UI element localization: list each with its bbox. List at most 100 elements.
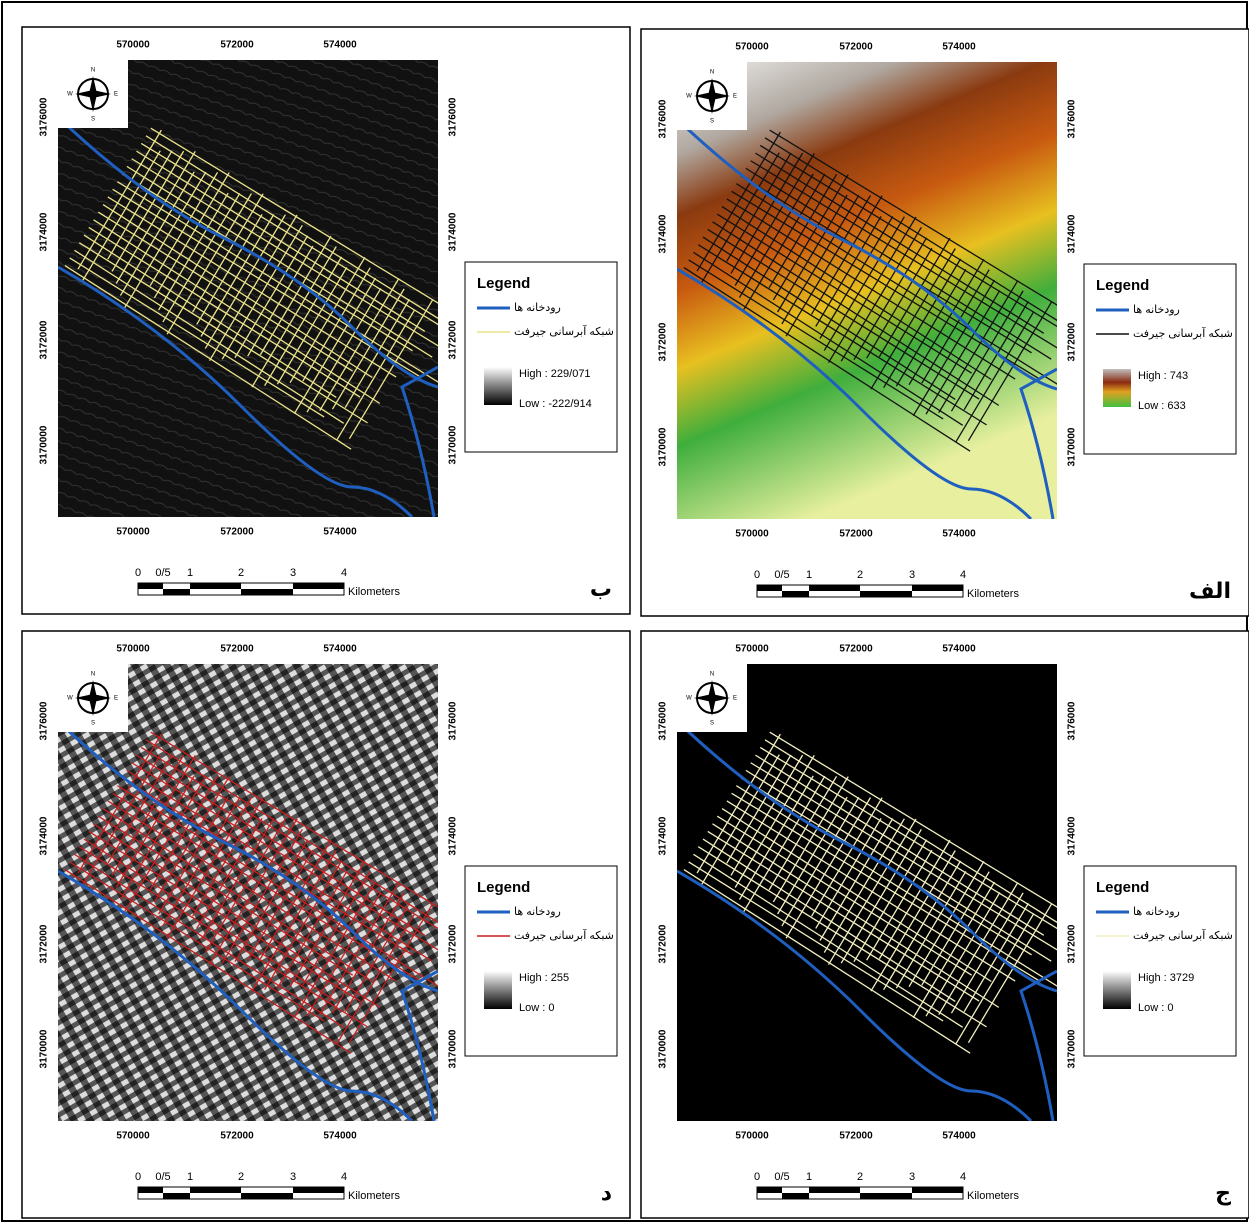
scale-segment xyxy=(293,583,344,589)
map-panel: NESW570000570000572000572000574000574000… xyxy=(22,27,630,614)
x-coord: 570000 xyxy=(116,527,150,538)
legend-high: High : 743 xyxy=(1138,370,1188,382)
x-coord: 574000 xyxy=(942,42,976,53)
scale-segment xyxy=(293,1187,344,1193)
scale-label: 0/5 xyxy=(155,567,170,579)
panel-label: الف xyxy=(1189,578,1231,603)
compass-letter: W xyxy=(67,696,73,702)
y-coord: 3174000 xyxy=(1067,816,1078,855)
figure: N E S W 570000 570000 572000 572000 574000 574000… xyxy=(0,0,1249,1223)
x-coord: 572000 xyxy=(220,1131,254,1142)
y-coord: 3176000 xyxy=(658,99,669,138)
legend-title: Legend xyxy=(477,879,530,896)
scale-label: 4 xyxy=(341,567,347,579)
legend-river-label: رودخانه ها xyxy=(514,906,561,918)
map-raster xyxy=(677,664,1057,1121)
x-coord: 570000 xyxy=(116,644,150,655)
y-coord: 3174000 xyxy=(39,816,50,855)
y-coord: 3176000 xyxy=(1067,99,1078,138)
scale-label: 4 xyxy=(960,569,966,581)
scale-label: 2 xyxy=(857,569,863,581)
legend-low: Low : -222/914 xyxy=(519,398,592,410)
compass-letter: S xyxy=(91,721,95,727)
scale-unit: Kilometers xyxy=(348,586,400,598)
y-coord: 3172000 xyxy=(1067,924,1078,963)
y-coord: 3170000 xyxy=(448,425,459,464)
legend-network-label: شبکه آبرسانی جیرفت xyxy=(514,928,614,942)
compass-letter: N xyxy=(710,70,714,76)
panel-label: ب xyxy=(590,576,612,601)
y-coord: 3174000 xyxy=(658,214,669,253)
compass-letter: S xyxy=(91,117,95,123)
y-coord: 3176000 xyxy=(39,701,50,740)
scale-label: 1 xyxy=(187,567,193,579)
legend-network-label: شبکه آبرسانی جیرفت xyxy=(514,324,614,338)
x-coord: 570000 xyxy=(735,1131,769,1142)
x-coord: 574000 xyxy=(942,1131,976,1142)
y-coord: 3172000 xyxy=(448,924,459,963)
scale-label: 3 xyxy=(290,567,296,579)
y-coord: 3172000 xyxy=(658,924,669,963)
legend-ramp xyxy=(1103,369,1131,407)
y-coord: 3170000 xyxy=(39,1029,50,1068)
map-raster xyxy=(58,664,438,1121)
scale-segment xyxy=(757,585,782,591)
x-coord: 572000 xyxy=(220,40,254,51)
map-raster xyxy=(58,60,438,517)
scale-segment xyxy=(809,1187,860,1193)
compass-letter: S xyxy=(710,721,714,727)
x-coord: 570000 xyxy=(116,1131,150,1142)
scale-segment xyxy=(860,591,912,597)
scale-label: 3 xyxy=(909,569,915,581)
legend-title: Legend xyxy=(1096,277,1149,294)
scale-label: 0 xyxy=(135,567,141,579)
y-coord: 3176000 xyxy=(1067,701,1078,740)
x-coord: 574000 xyxy=(942,644,976,655)
y-coord: 3174000 xyxy=(39,212,50,251)
scale-segment xyxy=(757,1187,782,1193)
compass-letter: E xyxy=(114,696,118,702)
legend-high: High : 229/071 xyxy=(519,368,591,380)
x-coord: 572000 xyxy=(220,644,254,655)
scale-label: 4 xyxy=(341,1171,347,1183)
y-coord: 3170000 xyxy=(1067,1029,1078,1068)
compass-letter: N xyxy=(710,672,714,678)
x-coord: 574000 xyxy=(323,644,357,655)
y-coord: 3172000 xyxy=(658,322,669,361)
x-coord: 572000 xyxy=(839,1131,873,1142)
x-coord: 570000 xyxy=(116,40,150,51)
y-coord: 3174000 xyxy=(448,816,459,855)
panel-label: ج xyxy=(1215,1180,1231,1206)
y-coord: 3176000 xyxy=(39,97,50,136)
x-coord: 574000 xyxy=(323,40,357,51)
compass-letter: W xyxy=(67,92,73,98)
y-coord: 3170000 xyxy=(1067,427,1078,466)
legend-title: Legend xyxy=(1096,879,1149,896)
scale-segment xyxy=(138,1187,163,1193)
compass-letter: N xyxy=(91,68,95,74)
scale-label: 0/5 xyxy=(774,569,789,581)
legend-high: High : 255 xyxy=(519,972,569,984)
scale-label: 4 xyxy=(960,1171,966,1183)
compass-letter: E xyxy=(114,92,118,98)
compass-letter: E xyxy=(733,94,737,100)
y-coord: 3170000 xyxy=(448,1029,459,1068)
y-coord: 3174000 xyxy=(658,816,669,855)
legend-high: High : 3729 xyxy=(1138,972,1194,984)
x-coord: 570000 xyxy=(735,644,769,655)
y-coord: 3172000 xyxy=(1067,322,1078,361)
scale-segment xyxy=(860,1193,912,1199)
legend-title: Legend xyxy=(477,275,530,292)
scale-segment xyxy=(782,1193,809,1199)
legend-river-label: رودخانه ها xyxy=(514,302,561,314)
scale-segment xyxy=(912,1187,963,1193)
scale-segment xyxy=(163,1193,190,1199)
x-coord: 572000 xyxy=(839,529,873,540)
y-coord: 3176000 xyxy=(448,97,459,136)
y-coord: 3172000 xyxy=(448,320,459,359)
compass-letter: W xyxy=(686,696,692,702)
scale-label: 0 xyxy=(754,1171,760,1183)
scale-label: 0 xyxy=(754,569,760,581)
map-panel: NESW570000570000572000572000574000574000… xyxy=(641,631,1249,1218)
scale-label: 3 xyxy=(909,1171,915,1183)
